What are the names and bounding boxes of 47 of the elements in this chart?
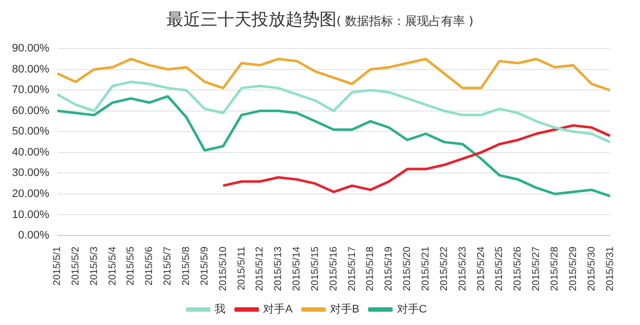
x-tick-label: 2015/5/23 [457, 246, 468, 292]
x-tick-label: 2015/5/31 [604, 246, 616, 292]
y-tick-label: 60.00% [12, 104, 50, 117]
x-tick-label: 2015/5/13 [273, 246, 284, 292]
x-tick-label: 2015/5/30 [586, 246, 598, 292]
x-tick-label: 2015/5/7 [162, 246, 174, 286]
x-tick-label: 2015/5/1 [52, 246, 64, 286]
x-tick-label: 2015/5/25 [494, 246, 506, 292]
x-tick-label: 2015/5/11 [236, 246, 248, 290]
y-tick-label: 70.00% [12, 84, 50, 96]
x-tick-label: 2015/5/26 [512, 246, 524, 292]
x-tick-label: 2015/5/22 [438, 246, 450, 292]
legend-label: 对手A [263, 302, 294, 316]
y-tick-label: 90.00% [12, 42, 50, 55]
legend-label: 对手C [396, 302, 427, 316]
x-tick-label: 2015/5/29 [568, 246, 579, 292]
x-tick-label: 2015/5/16 [328, 246, 340, 292]
x-tick-label: 2015/5/17 [346, 246, 358, 292]
chart-subtitle: ( 数据指标：展现占有率 ) [336, 14, 474, 28]
x-tick-label: 2015/5/10 [218, 246, 229, 292]
x-tick-label: 2015/5/6 [144, 246, 156, 286]
x-tick-label: 2015/5/14 [292, 246, 303, 292]
y-tick-label: 0.00% [18, 230, 50, 242]
y-tick-label: 10.00% [12, 208, 50, 221]
x-tick-label: 2015/5/8 [181, 246, 192, 286]
y-tick-label: 80.00% [12, 63, 50, 76]
y-tick-label: 40.00% [12, 146, 50, 158]
x-tick-label: 2015/5/20 [402, 246, 414, 292]
y-tick-label: 50.00% [12, 126, 50, 138]
x-tick-label: 2015/5/27 [531, 246, 542, 292]
y-tick-label: 20.00% [12, 188, 50, 200]
x-tick-label: 2015/5/15 [310, 246, 321, 292]
legend-label: 我 [214, 302, 226, 316]
chart-title: 最近三十天投放趋势图 [166, 10, 336, 30]
x-tick-label: 2015/5/9 [199, 246, 210, 286]
x-tick-label: 2015/5/21 [420, 246, 432, 292]
x-tick-label: 2015/5/18 [365, 246, 376, 292]
x-tick-label: 2015/5/12 [254, 246, 266, 292]
x-tick-label: 2015/5/5 [126, 246, 137, 286]
x-tick-label: 2015/5/2 [70, 246, 82, 286]
x-tick-label: 2015/5/3 [88, 246, 100, 286]
x-tick-label: 2015/5/19 [384, 246, 395, 292]
legend-label: 对手B [330, 302, 360, 316]
x-tick-label: 2015/5/28 [549, 246, 560, 292]
x-tick-label: 2015/5/4 [107, 246, 118, 286]
y-tick-label: 30.00% [12, 167, 50, 180]
x-tick-label: 2015/5/24 [476, 246, 487, 292]
